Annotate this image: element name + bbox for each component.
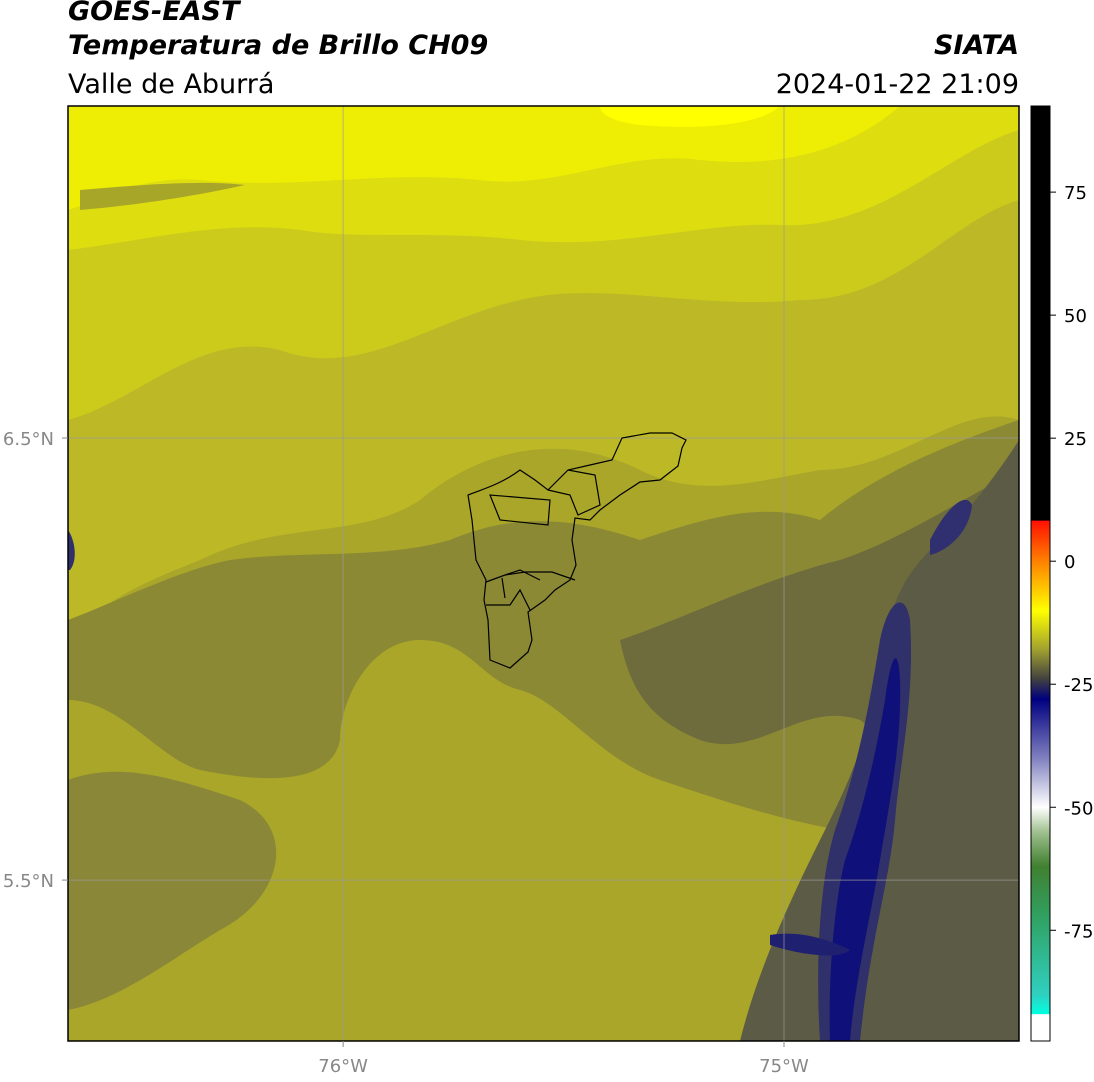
field-zone xyxy=(770,933,850,956)
field-zone xyxy=(829,658,901,1041)
colorbar-tick-label: 25 xyxy=(1064,429,1087,450)
field-zone xyxy=(68,530,75,570)
colorbar-tick-label: 0 xyxy=(1064,552,1075,573)
colorbar-tick-label: 75 xyxy=(1064,183,1087,204)
colorbar-tick-label: 50 xyxy=(1064,306,1087,327)
source: SIATA xyxy=(934,30,1019,61)
field-zone xyxy=(80,182,245,210)
field xyxy=(68,106,1019,1041)
graticule xyxy=(68,106,1019,1041)
municipality-boundaries xyxy=(467,432,687,669)
field-zone xyxy=(600,106,780,127)
field-zone xyxy=(68,420,1019,860)
map-frame xyxy=(67,105,1020,1042)
field-zone xyxy=(68,771,277,1010)
x-tick-label: 76°W xyxy=(318,1056,368,1077)
field-zone xyxy=(930,499,972,555)
colorbar: 75 50 25 0 -25 -50 -75 xyxy=(1030,105,1093,1042)
region: Valle de Aburrá xyxy=(68,69,274,100)
field-zone xyxy=(68,106,900,210)
title: GOES-EAST xyxy=(68,0,242,27)
y-tick-label: 5.5°N xyxy=(3,871,54,892)
y-tick-label: 6.5°N xyxy=(3,429,54,450)
timestamp: 2024-01-22 21:09 xyxy=(776,69,1019,100)
colorbar-tick-label: -25 xyxy=(1064,675,1093,696)
colorbar-tick-label: -50 xyxy=(1064,798,1093,819)
colorbar-ramp xyxy=(1030,105,1051,1042)
subtitle: Temperatura de Brillo CH09 xyxy=(68,30,488,61)
colorbar-tick-label: -75 xyxy=(1064,921,1093,942)
x-tick-label: 75°W xyxy=(759,1056,809,1077)
